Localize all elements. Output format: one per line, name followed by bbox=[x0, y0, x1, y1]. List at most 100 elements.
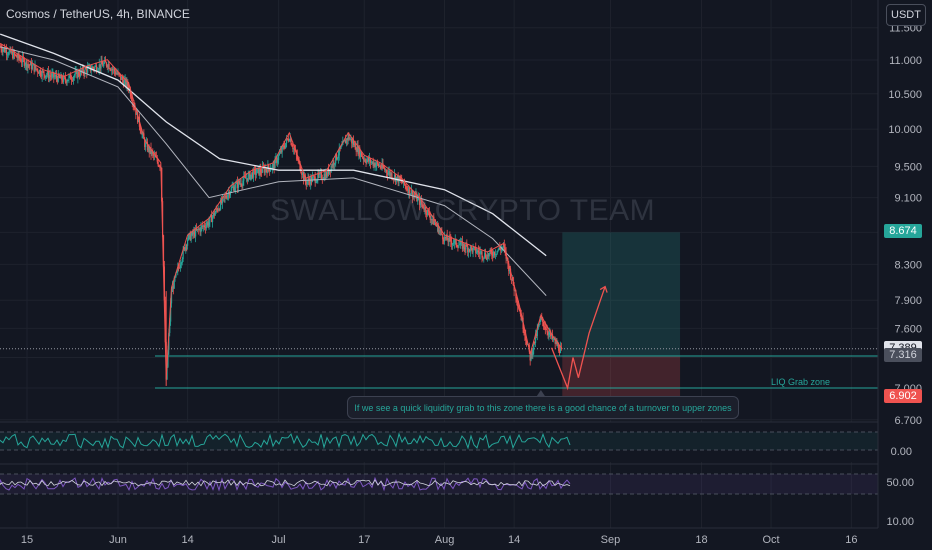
candle-body bbox=[237, 180, 240, 188]
candle-body bbox=[80, 69, 83, 72]
candle-body bbox=[238, 180, 240, 184]
candle-body bbox=[216, 208, 218, 210]
candle-body bbox=[310, 177, 313, 182]
candle-body bbox=[442, 234, 444, 240]
candle-body bbox=[423, 207, 425, 210]
candle-body bbox=[517, 306, 520, 308]
candle-body bbox=[240, 183, 242, 185]
candle-body bbox=[469, 246, 472, 252]
candle-body bbox=[198, 228, 200, 230]
candle-body bbox=[67, 79, 69, 81]
candle-body bbox=[393, 174, 396, 179]
candle-body bbox=[4, 47, 6, 52]
candle-body bbox=[359, 147, 361, 157]
candle-body bbox=[209, 216, 211, 223]
candle-body bbox=[292, 146, 294, 150]
candle-body bbox=[544, 327, 546, 330]
candle-body bbox=[40, 75, 42, 77]
candle-body bbox=[319, 172, 321, 175]
candle-body bbox=[459, 241, 462, 245]
candle-body bbox=[239, 183, 241, 184]
annotation-callout[interactable]: If we see a quick liquidity grab to this… bbox=[347, 396, 739, 419]
currency-button[interactable]: USDT bbox=[886, 4, 926, 26]
candle-body bbox=[91, 67, 93, 70]
candle-body bbox=[485, 257, 488, 260]
candle-body bbox=[148, 146, 150, 153]
candle-body bbox=[471, 247, 473, 253]
candle-body bbox=[113, 68, 116, 72]
candle-body bbox=[285, 143, 287, 148]
candle-body bbox=[411, 190, 414, 198]
candle-body bbox=[278, 153, 281, 156]
candle-body bbox=[509, 268, 511, 272]
candle-body bbox=[206, 222, 208, 225]
candle-body bbox=[387, 172, 389, 175]
candle-body bbox=[140, 130, 142, 135]
candle-body bbox=[353, 143, 356, 146]
candle-body bbox=[301, 172, 303, 175]
candle-body bbox=[443, 239, 445, 242]
stop-zone bbox=[562, 355, 681, 399]
candle-body bbox=[324, 174, 326, 179]
candle-body bbox=[73, 75, 75, 78]
candle-body bbox=[54, 76, 56, 78]
candle-body bbox=[316, 180, 318, 182]
candle-body bbox=[280, 150, 282, 153]
candle-body bbox=[553, 338, 555, 340]
candle-body bbox=[187, 234, 190, 240]
candle-body bbox=[33, 64, 35, 72]
candle-body bbox=[518, 307, 521, 312]
candle-body bbox=[333, 161, 335, 165]
candle-body bbox=[117, 72, 119, 75]
candle-body bbox=[329, 170, 331, 172]
candle-body bbox=[217, 209, 219, 211]
candle-body bbox=[17, 53, 19, 59]
candle-body bbox=[537, 326, 539, 329]
candle-body bbox=[110, 69, 112, 71]
price-axis[interactable]: 11.500 11.000 10.500 10.000 9.500 9.100 8.300 7… bbox=[877, 0, 922, 528]
candle-body bbox=[196, 228, 199, 231]
candle-body bbox=[455, 239, 457, 246]
candle-body bbox=[499, 247, 501, 249]
candle-body bbox=[104, 60, 106, 64]
candle-body bbox=[62, 76, 65, 82]
price-tick-label: 7.900 bbox=[894, 295, 922, 307]
candle-body bbox=[6, 54, 8, 56]
candle-body bbox=[405, 185, 407, 189]
candle-body bbox=[70, 74, 72, 80]
candle-body bbox=[488, 253, 490, 257]
candle-body bbox=[475, 246, 477, 253]
candle-body bbox=[44, 74, 46, 78]
candle-body bbox=[31, 65, 33, 70]
candle-body bbox=[447, 240, 449, 243]
candle-body bbox=[184, 247, 186, 251]
candle-body bbox=[101, 60, 103, 65]
candle-body bbox=[290, 138, 292, 145]
candle-body bbox=[373, 163, 375, 167]
candle-body bbox=[328, 170, 331, 174]
candle-body bbox=[84, 68, 86, 75]
position-tool[interactable] bbox=[562, 232, 681, 399]
candle-body bbox=[170, 303, 172, 322]
candle-body bbox=[7, 54, 9, 56]
candle-body bbox=[484, 252, 486, 258]
candle-body bbox=[313, 176, 315, 178]
candle-body bbox=[415, 193, 417, 197]
candle-body bbox=[29, 62, 32, 66]
candle-body bbox=[265, 168, 267, 171]
candle-body bbox=[410, 193, 412, 195]
candle-body bbox=[340, 146, 342, 149]
candle-body bbox=[151, 151, 153, 155]
candle-body bbox=[407, 189, 409, 193]
candle-body bbox=[135, 109, 137, 115]
candle-body bbox=[111, 68, 113, 71]
candle-body bbox=[310, 177, 312, 185]
candle-body bbox=[197, 228, 199, 230]
candle-body bbox=[107, 63, 109, 68]
candle-body bbox=[24, 64, 26, 66]
candle-body bbox=[406, 188, 408, 190]
time-axis[interactable]: 15 Jun 14 Jul 17 Aug 14 Sep 18 Oct 16 bbox=[21, 534, 858, 546]
target-zone bbox=[562, 232, 681, 356]
watermark: SWALLOW CRYPTO TEAM bbox=[270, 194, 656, 227]
